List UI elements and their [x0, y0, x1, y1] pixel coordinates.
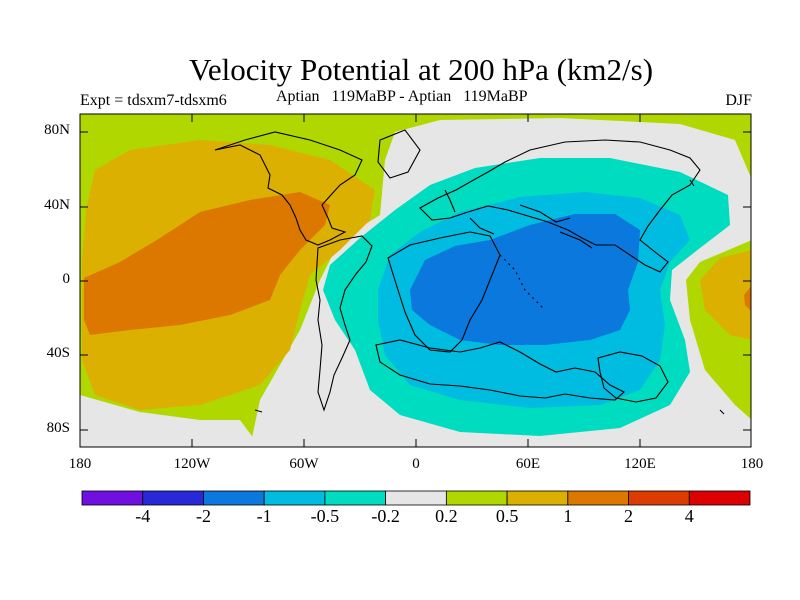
colorbar-box [385, 490, 447, 506]
colorbar-box [142, 490, 204, 506]
x-tick-label-0: 0 [412, 456, 420, 472]
y-tick-label-40n: 40N [44, 197, 70, 213]
colorbar-box [324, 490, 387, 506]
x-tick-label-180w: 180 [68, 456, 92, 472]
coastline-antarctica [375, 339, 625, 401]
contour-level-neg-1 [410, 214, 640, 345]
coastline-australia [597, 351, 669, 403]
colorbar-box [445, 490, 508, 506]
colorbar-box [688, 490, 751, 506]
x-tick-label-120e: 120E [624, 456, 656, 472]
y-axis-ticks [80, 131, 751, 431]
y-tick-label-40s: 40S [46, 345, 70, 361]
contour-level-east-edge [700, 250, 751, 340]
colorbar-box [506, 490, 569, 506]
coastline-islands-1 [519, 204, 571, 223]
contour-level-neutral-west [80, 395, 260, 447]
coastline-north-america [214, 131, 363, 246]
x-axis-ticks [79, 114, 641, 447]
colorbar-box [567, 490, 629, 506]
y-tick-label-80n: 80N [44, 122, 70, 138]
colorbar-label: 2 [624, 506, 634, 526]
colorbar-label: -2 [195, 506, 211, 526]
contour-fill-layer [80, 114, 751, 447]
y-tick-label-80s: 80S [46, 420, 70, 436]
experiment-label: Expt = tdsxm7-tdsxm6 [80, 92, 227, 109]
x-tick-label-60e: 60E [515, 456, 541, 472]
coastline-greenland [377, 129, 421, 179]
colorbar-label: -4 [135, 506, 151, 526]
coastline-africa [387, 231, 501, 353]
coastline-islands-8 [254, 409, 263, 413]
coastline-south-america [315, 235, 373, 412]
colorbar-label: -0.2 [371, 506, 400, 526]
colorbar-box [203, 490, 265, 506]
coastline-islands-2 [559, 231, 593, 249]
x-tick-label-180e: 180 [740, 456, 764, 472]
coastline-islands-4 [444, 189, 456, 213]
colorbar-box [628, 490, 690, 506]
colorbar-box [263, 490, 326, 506]
contour-level-1-2 [84, 192, 330, 335]
coastline-islands-5 [469, 217, 495, 235]
colorbar-label: 0.2 [435, 506, 458, 526]
x-tick-label-120w: 120W [173, 456, 211, 472]
x-tick-label-60w: 60W [289, 456, 319, 472]
colorbar-label: 4 [684, 506, 694, 526]
colorbar-label: -0.5 [310, 506, 340, 526]
period-label: Aptian 119MaBP - Aptian 119MaBP [276, 88, 528, 105]
colorbar-label: 0.5 [495, 506, 519, 526]
contour-level-east-core [744, 286, 751, 311]
colorbar [81, 490, 751, 506]
coastline-eurasia [419, 139, 701, 273]
y-tick-label-eq: 0 [62, 271, 71, 287]
coastline-islands-7 [719, 409, 725, 415]
colorbar-box [81, 490, 144, 506]
colorbar-label: 1 [563, 506, 573, 526]
season-label: DJF [725, 92, 752, 109]
coastline-layer [214, 129, 725, 415]
coastline-islands-6 [689, 179, 695, 187]
colorbar-label: -1 [256, 506, 272, 526]
figure-title: Velocity Potential at 200 hPa (km2/s) [188, 52, 654, 87]
